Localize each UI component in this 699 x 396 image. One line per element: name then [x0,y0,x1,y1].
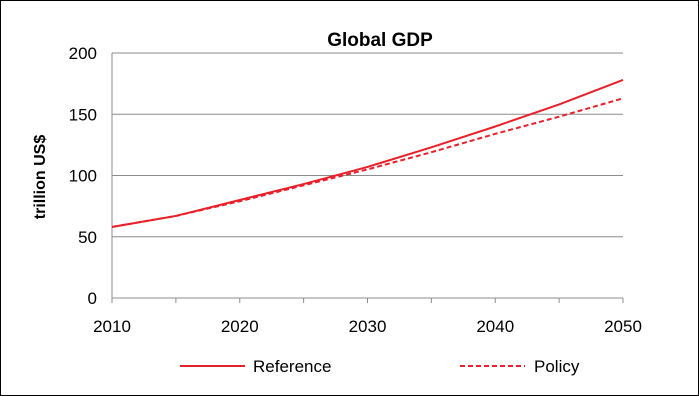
y-tick-label-100: 100 [69,167,97,186]
y-tick-label-150: 150 [69,105,97,124]
series-line-reference [111,79,624,228]
chart-title: Global GDP [327,30,433,51]
series-lines [111,79,624,228]
series-line-policy [111,97,624,228]
x-tick-label-2020: 2020 [221,317,259,336]
x-tick-label-2010: 2010 [93,317,131,336]
legend-label-reference: Reference [253,357,331,376]
y-tick-label-50: 50 [78,228,97,247]
x-tick-label-2030: 2030 [349,317,387,336]
axes [111,53,624,303]
gridlines [112,52,623,238]
y-tick-label-200: 200 [69,44,97,63]
x-tick-label-2050: 2050 [604,317,642,336]
y-axis-label: trillion US$ [32,135,49,220]
legend: Reference Policy [180,357,580,376]
tick-labels: 0 50 100 150 200 2010 2020 2030 2040 2050 [69,44,642,336]
y-tick-label-0: 0 [88,289,97,308]
legend-label-policy: Policy [534,357,580,376]
x-tick-label-2040: 2040 [476,317,514,336]
